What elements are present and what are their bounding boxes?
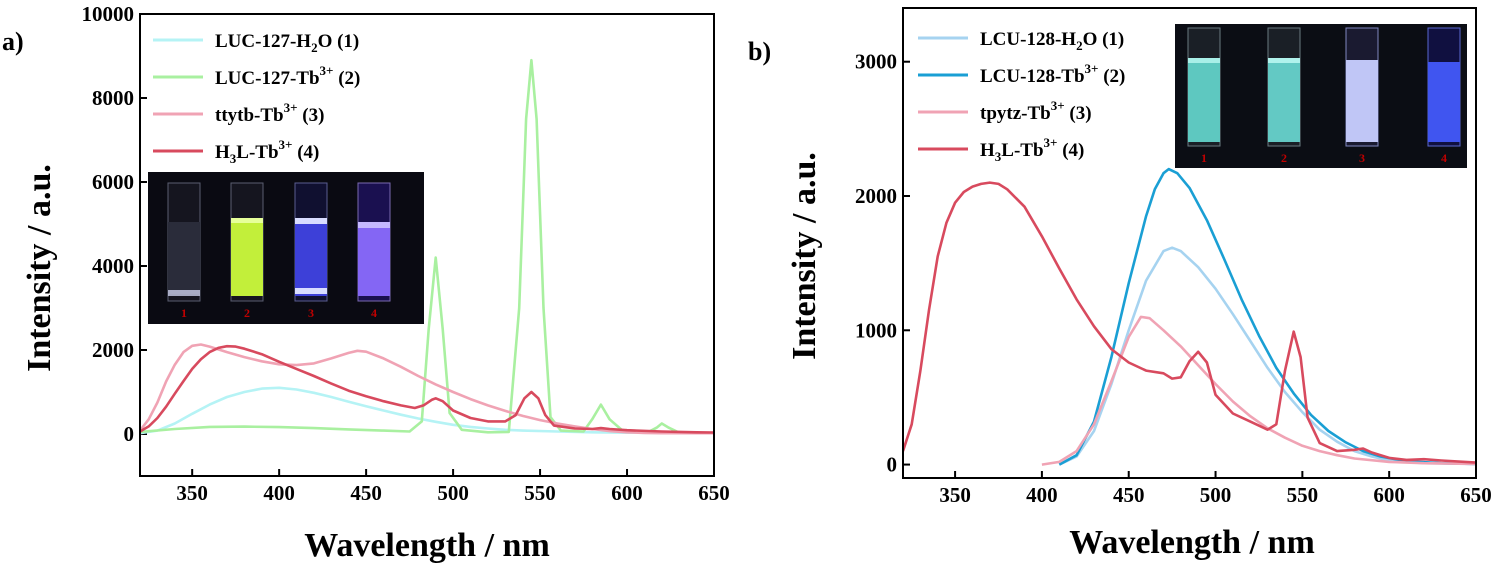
panel-a-series-1-line [140,386,714,435]
panel-b-series-4-line [903,181,1476,464]
panel-a-legend-label-1: LUC-127-H2O (1) [215,31,359,55]
panel-b-y-tick-label-2: 2000 [855,184,897,208]
panel-b-x-tick-label-5: 600 [1373,483,1405,507]
panel-b-x-tick-label-3: 500 [1200,483,1232,507]
panel-a-label: a) [2,27,24,56]
panel-b-x-axis-title: Wavelength / nm [1069,524,1315,561]
panel-b-series-2-line [1058,167,1476,466]
panel-a-y-axis-title: Intensity / a.u. [21,164,58,372]
vial-b-4-label: 4 [1441,151,1447,165]
panel-b-x-tick-label-2: 450 [1113,483,1145,507]
panel-b-plot-frame [902,7,1477,479]
panel-a-x-tick-label-1: 400 [263,481,295,505]
panel-b-legend-label-1: LCU-128-H2O (1) [980,29,1124,53]
panel-a-ticks: 350 400 450 500 550 600 650 0 2000 4000 6000 8000 10… [82,2,730,505]
panel-b-legend-label-4: H3L-Tb3+ (4) [980,135,1084,164]
panel-b-x-tick-label-0: 350 [939,483,971,507]
panel-a-legend-label-4: H3L-Tb3+ (4) [215,137,319,166]
panel-b-x-tick-label-6: 650 [1460,483,1492,507]
panel-a-inset-photo: 1 2 3 4 [148,172,424,324]
panel-a-y-tick-label-5: 10000 [82,2,135,26]
panel-b-y-axis-title: Intensity / a.u. [786,152,823,360]
panel-b-x-tick-label-1: 400 [1026,483,1058,507]
panel-a-x-tick-label-6: 650 [698,481,730,505]
panel-a-x-tick-label-0: 350 [176,481,208,505]
panel-b-label: b) [748,37,771,66]
vial-a-4: 4 [357,182,391,320]
panel-b-legend: LCU-128-H2O (1) LCU-128-Tb3+ (2) tpytz-Tb3… [918,29,1125,164]
panel-a-x-tick-label-2: 450 [350,481,382,505]
vial-a-3-label: 3 [308,306,314,320]
vial-a-2: 2 [230,182,264,320]
vial-b-2-label: 2 [1281,151,1287,165]
vial-b-1-label: 1 [1201,151,1207,165]
vial-b-3: 3 [1345,27,1379,165]
vial-b-2: 2 [1267,27,1301,165]
vial-a-1: 1 [167,182,201,320]
panel-b-legend-label-2: LCU-128-Tb3+ (2) [980,61,1125,87]
vial-b-1: 1 [1187,27,1221,165]
panel-a-series-3-line [140,343,714,435]
panel-a-legend-label-3: ttytb-Tb3+ (3) [215,100,324,126]
panel-b-y-tick-label-1: 1000 [855,318,897,342]
panel-a-series-4-line [140,344,714,434]
panel-b: b) Intensity / a.u. Wavelength / nm 350 4… [748,7,1492,561]
vial-a-4-label: 4 [371,306,377,320]
vial-b-4: 4 [1427,27,1461,165]
panel-b-series-3-line [1041,315,1476,466]
panel-a: a) Intensity / a.u. Wavelength / nm 350 4… [2,2,730,564]
panel-a-y-tick-label-1: 2000 [92,338,134,362]
panel-b-y-tick-label-0: 0 [887,453,898,477]
panel-b-ticks: 350 400 450 500 550 600 650 0 1000 2000 3000 [855,50,1492,507]
panel-a-curves [140,58,714,435]
panel-a-x-tick-label-5: 600 [611,481,643,505]
panel-a-legend-label-2: LUC-127-Tb3+ (2) [215,63,360,89]
panel-a-plot-frame [139,13,715,477]
panel-a-y-tick-label-0: 0 [124,422,135,446]
vial-a-1-label: 1 [181,306,187,320]
panel-a-x-axis-title: Wavelength / nm [304,527,550,564]
panel-a-y-tick-label-3: 6000 [92,170,134,194]
panel-b-curves [903,167,1476,466]
panel-a-legend: LUC-127-H2O (1) LUC-127-Tb3+ (2) ttytb-Tb3… [153,31,360,166]
vial-b-3-label: 3 [1359,151,1365,165]
panel-a-y-tick-label-2: 4000 [92,254,134,278]
vial-a-2-label: 2 [244,306,250,320]
panel-b-y-tick-label-3: 3000 [855,50,897,74]
panel-a-y-tick-label-4: 8000 [92,86,134,110]
panel-b-legend-label-3: tpytz-Tb3+ (3) [980,98,1092,124]
vial-a-3: 3 [294,182,328,320]
panel-a-x-tick-label-4: 550 [524,481,556,505]
panel-b-x-tick-label-4: 550 [1287,483,1319,507]
panel-b-inset-photo: 1 2 3 4 [1175,24,1467,168]
panel-a-x-tick-label-3: 500 [437,481,469,505]
